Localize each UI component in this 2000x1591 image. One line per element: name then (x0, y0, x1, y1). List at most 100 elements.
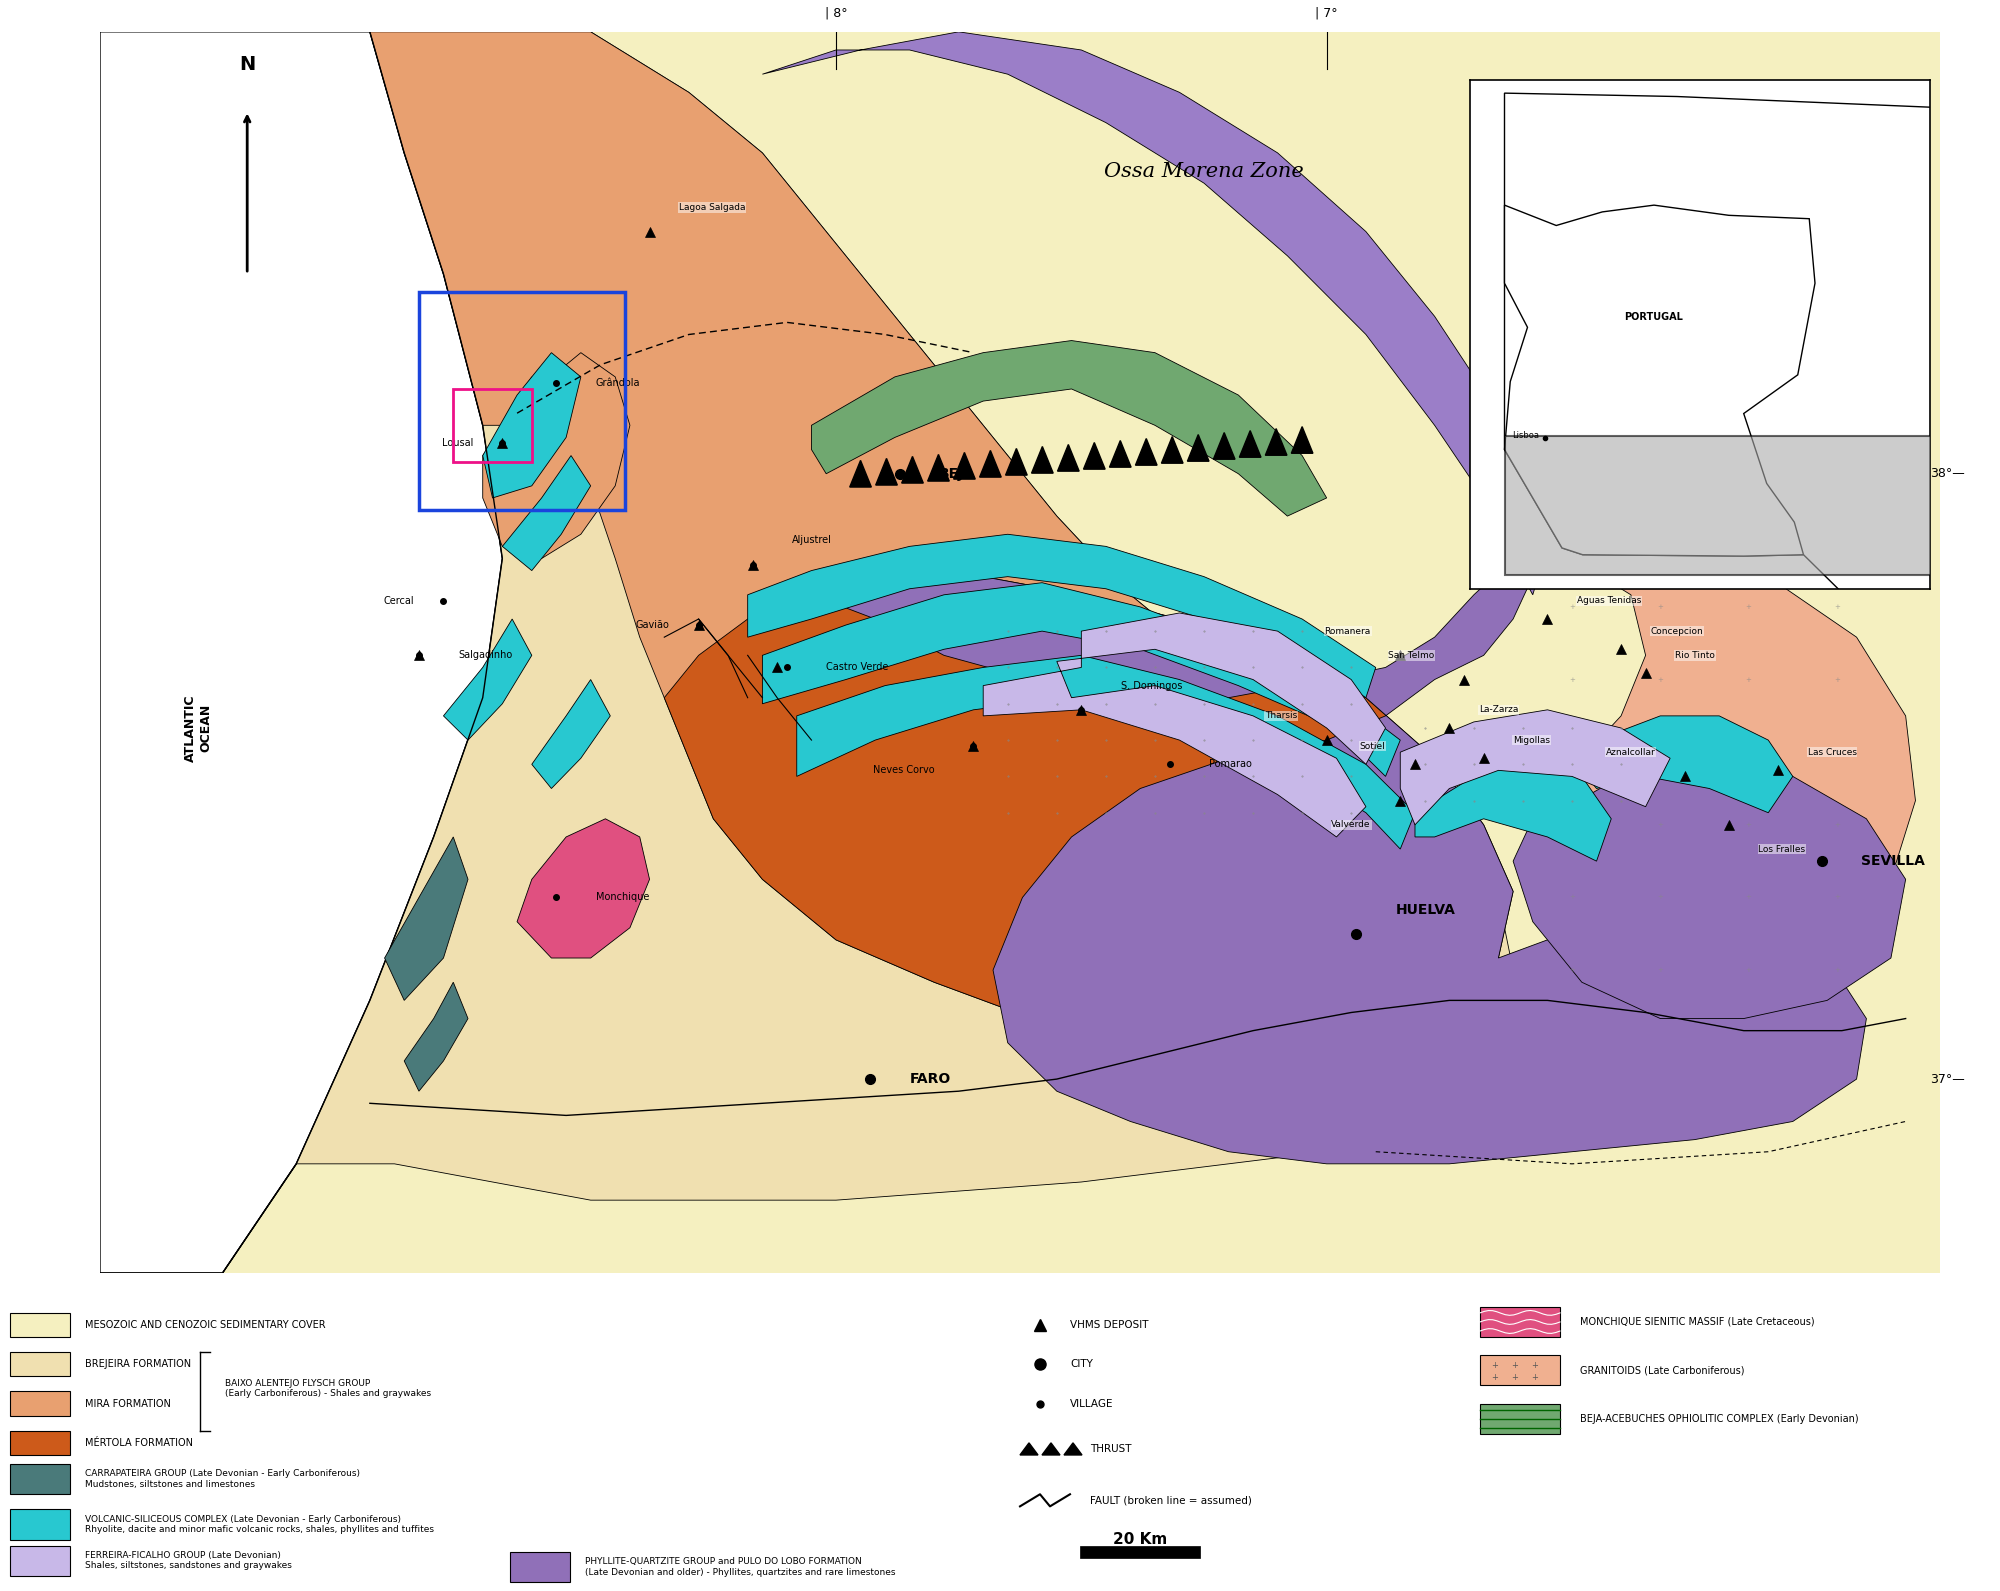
Text: +: + (1512, 1362, 1518, 1370)
Polygon shape (762, 32, 1548, 595)
Text: +: + (1746, 605, 1752, 609)
Polygon shape (1504, 94, 2000, 622)
Polygon shape (980, 450, 1002, 477)
Text: FAULT (broken line = assumed): FAULT (broken line = assumed) (1090, 1496, 1252, 1505)
Text: +: + (1570, 894, 1574, 901)
Text: GRANITOIDS (Late Carboniferous): GRANITOIDS (Late Carboniferous) (1580, 1365, 1744, 1375)
Polygon shape (404, 982, 468, 1091)
Polygon shape (1042, 1443, 1060, 1454)
Text: San Telmo: San Telmo (1388, 651, 1434, 660)
Text: +: + (1834, 823, 1840, 827)
Bar (10, 1510, 70, 1540)
Text: Lousal: Lousal (442, 439, 472, 449)
Polygon shape (1058, 444, 1080, 471)
Bar (1480, 1403, 1560, 1433)
Text: Tharsis: Tharsis (1264, 711, 1298, 721)
Text: SEVILLA: SEVILLA (1862, 854, 1926, 869)
Polygon shape (1032, 447, 1054, 473)
Polygon shape (370, 32, 1498, 1061)
Text: +: + (1834, 894, 1840, 901)
Polygon shape (796, 655, 1414, 850)
Text: Sotiel: Sotiel (1360, 741, 1386, 751)
Polygon shape (1514, 759, 1906, 1018)
Text: Aznalcollar: Aznalcollar (1606, 748, 1656, 757)
Text: HUELVA: HUELVA (1396, 902, 1456, 916)
Polygon shape (1020, 1443, 1038, 1454)
Polygon shape (1214, 433, 1234, 460)
Text: MESOZOIC AND CENOZOIC SEDIMENTARY COVER: MESOZOIC AND CENOZOIC SEDIMENTARY COVER (84, 1321, 326, 1330)
Bar (1480, 1356, 1560, 1386)
Polygon shape (1084, 442, 1106, 469)
Polygon shape (1006, 449, 1028, 476)
Polygon shape (876, 458, 898, 485)
Text: +: + (1834, 605, 1840, 609)
Bar (10, 1546, 70, 1575)
Text: MONCHIQUE SIENITIC MASSIF (Late Cretaceous): MONCHIQUE SIENITIC MASSIF (Late Cretaceo… (1580, 1317, 1814, 1327)
Polygon shape (532, 679, 610, 789)
Polygon shape (1266, 428, 1286, 455)
Text: +: + (1658, 894, 1664, 901)
Bar (10, 1430, 70, 1454)
Text: +: + (1746, 967, 1752, 974)
Polygon shape (812, 340, 1326, 515)
Text: FERREIRA-FICALHO GROUP (Late Devonian)
Shales, siltstones, sandstones and graywa: FERREIRA-FICALHO GROUP (Late Devonian) S… (84, 1551, 292, 1570)
Text: Salgadinho: Salgadinho (458, 651, 512, 660)
Text: +: + (1834, 676, 1840, 683)
Bar (510, 1551, 570, 1581)
Polygon shape (1400, 710, 1670, 824)
Bar (10, 1464, 70, 1494)
Text: +: + (1570, 605, 1574, 609)
Text: Lisboa: Lisboa (1512, 431, 1540, 441)
Text: 38°—: 38°— (1930, 468, 1964, 480)
Text: | 8°: | 8° (824, 6, 848, 19)
Text: +: + (1746, 823, 1752, 827)
Polygon shape (984, 613, 1386, 837)
Polygon shape (1188, 434, 1210, 461)
Polygon shape (1162, 436, 1184, 463)
Bar (418, 293, 626, 511)
Polygon shape (502, 455, 590, 571)
Text: +: + (1834, 749, 1840, 756)
Polygon shape (1504, 205, 1816, 557)
Text: PHYLLITE-QUARTZITE GROUP and PULO DO LOBO FORMATION
(Late Devonian and older) - : PHYLLITE-QUARTZITE GROUP and PULO DO LOB… (584, 1558, 896, 1577)
Text: BEJA: BEJA (940, 466, 976, 480)
Text: Lagoa Salgada: Lagoa Salgada (678, 204, 746, 212)
Bar (1504, 436, 1936, 574)
Polygon shape (928, 455, 950, 480)
Polygon shape (1572, 716, 1792, 813)
Polygon shape (1292, 426, 1312, 453)
Text: Rio Tinto: Rio Tinto (1676, 651, 1714, 660)
Polygon shape (222, 32, 1514, 1273)
Polygon shape (1240, 431, 1260, 457)
Polygon shape (1136, 439, 1158, 465)
Text: Neves Corvo: Neves Corvo (872, 765, 934, 775)
Text: +: + (1492, 1373, 1498, 1383)
Polygon shape (384, 837, 468, 1001)
Text: | 7°: | 7° (1316, 6, 1338, 19)
Text: VOLCANIC-SILICEOUS COMPLEX (Late Devonian - Early Carboniferous)
Rhyolite, dacit: VOLCANIC-SILICEOUS COMPLEX (Late Devonia… (84, 1515, 434, 1534)
Polygon shape (902, 457, 924, 484)
Polygon shape (482, 353, 580, 498)
Text: Migollas: Migollas (1514, 735, 1550, 745)
Text: +: + (1492, 1362, 1498, 1370)
Text: +: + (1532, 1362, 1538, 1370)
Polygon shape (664, 576, 1514, 1061)
Text: VHMS DEPOSIT: VHMS DEPOSIT (1070, 1321, 1148, 1330)
Text: 20 Km: 20 Km (1112, 1532, 1168, 1546)
Text: S. Domingos: S. Domingos (1120, 681, 1182, 690)
Text: MÉRTOLA FORMATION: MÉRTOLA FORMATION (84, 1438, 192, 1448)
Text: Concepcion: Concepcion (1650, 627, 1704, 636)
Polygon shape (762, 582, 1400, 776)
Polygon shape (954, 452, 976, 479)
Text: +: + (1746, 894, 1752, 901)
Text: Grândola: Grândola (596, 379, 640, 388)
Polygon shape (100, 32, 502, 1273)
Text: Castro Verde: Castro Verde (826, 662, 888, 673)
Text: +: + (1570, 967, 1574, 974)
Text: BEJA-ACEBUCHES OPHIOLITIC COMPLEX (Early Devonian): BEJA-ACEBUCHES OPHIOLITIC COMPLEX (Early… (1580, 1414, 1858, 1424)
Text: BREJEIRA FORMATION: BREJEIRA FORMATION (84, 1359, 192, 1370)
Text: MIRA FORMATION: MIRA FORMATION (84, 1398, 170, 1408)
Polygon shape (1522, 535, 1916, 1042)
Bar (10, 1392, 70, 1416)
Text: +: + (1746, 749, 1752, 756)
